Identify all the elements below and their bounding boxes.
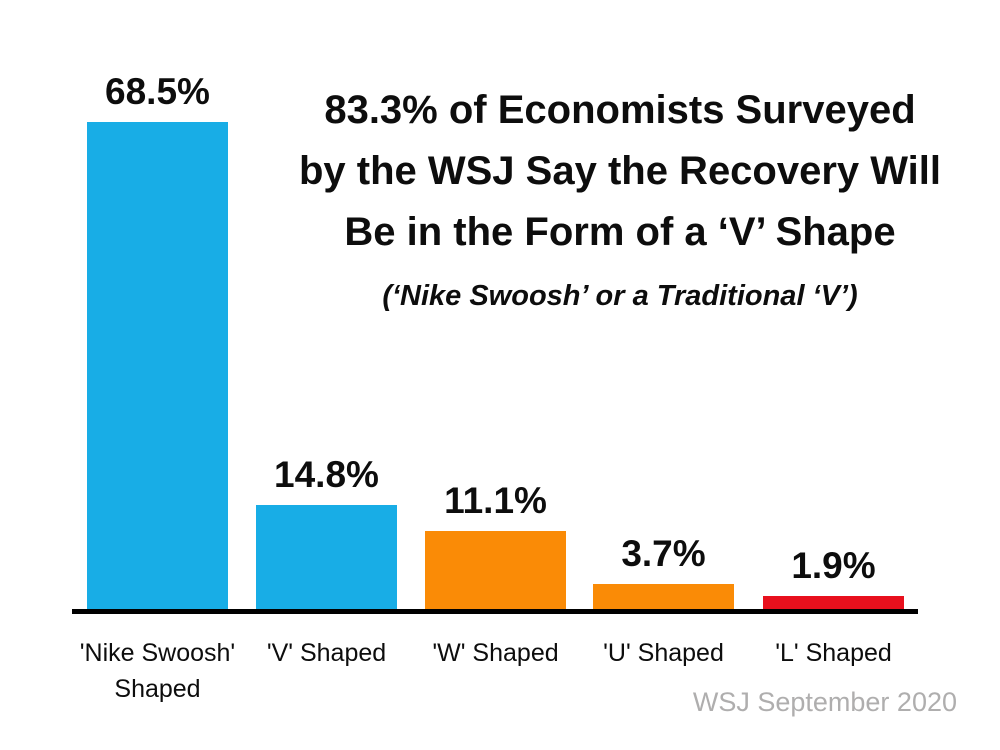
bar-group-v-shaped: 14.8% 'V' Shaped (256, 0, 397, 750)
source-attribution: WSJ September 2020 (692, 687, 957, 717)
bar-group-u-shaped: 3.7% 'U' Shaped (593, 0, 734, 750)
bar-group-l-shaped: 1.9% 'L' Shaped (763, 0, 904, 750)
chart-title-line-1: 83.3% of Economists Surveyed (324, 88, 916, 132)
bar (87, 122, 228, 610)
bar (256, 505, 397, 610)
category-label: 'U' Shaped (603, 639, 724, 667)
category-label: 'V' Shaped (266, 639, 387, 667)
bar (425, 531, 566, 610)
category-label: 'W' Shaped (432, 639, 559, 667)
bar-value-label: 1.9% (791, 545, 876, 586)
category-label: 'L' Shaped (775, 639, 892, 667)
bar-group-w-shaped: 11.1% 'W' Shaped (425, 0, 566, 750)
bar (763, 596, 904, 610)
x-axis-line (72, 609, 918, 614)
bar-value-label: 3.7% (621, 533, 706, 574)
bar (593, 584, 734, 610)
chart-title-line-3: Be in the Form of a ‘V’ Shape (344, 210, 896, 254)
bar-value-label: 14.8% (274, 454, 379, 495)
bar-value-label: 68.5% (105, 71, 210, 112)
bar-value-label: 11.1% (444, 480, 547, 521)
bar-group-nike-swoosh: 68.5% 'Nike Swoosh' Shaped (80, 0, 235, 750)
chart-subtitle: (‘Nike Swoosh’ or a Traditional ‘V’) (382, 280, 858, 312)
category-label: 'Nike Swoosh' Shaped (79, 639, 236, 703)
chart-title-line-2: by the WSJ Say the Recovery Will (298, 149, 942, 193)
chart-title: 83.3% of Economists Surveyed by the WSJ … (280, 80, 960, 263)
